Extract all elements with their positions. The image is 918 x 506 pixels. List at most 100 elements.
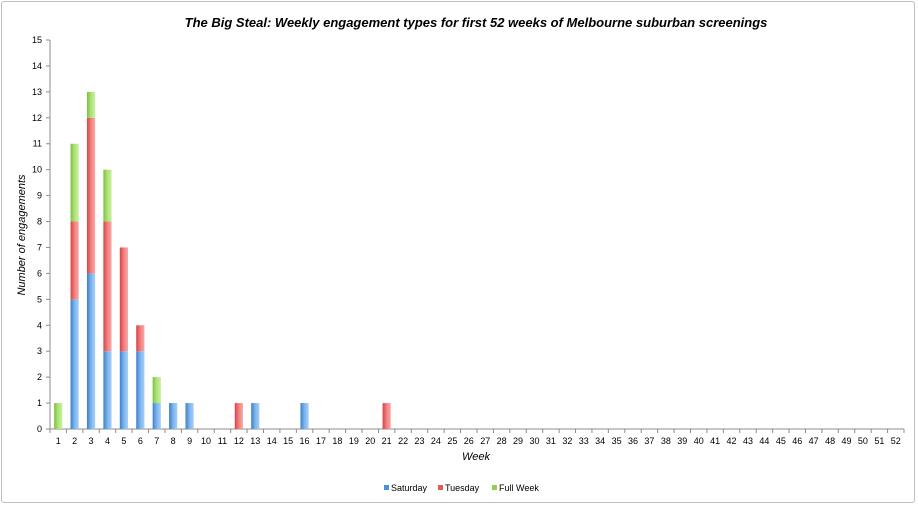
x-tick-label: 16 [300, 436, 310, 446]
x-tick-label: 15 [283, 436, 293, 446]
bar-tuesday-week-5 [119, 247, 129, 352]
x-tick-label: 10 [201, 436, 211, 446]
bar-saturday-week-6 [136, 351, 145, 429]
x-tick-label: 39 [677, 436, 687, 446]
y-axis-title: Number of engagements [16, 174, 28, 296]
y-tick-label: 6 [37, 268, 42, 278]
legend: Saturday Tuesday Full Week [384, 483, 539, 493]
x-tick-label: 8 [171, 436, 176, 446]
bar-tuesday-week-21 [382, 403, 391, 429]
y-tick-label: 9 [37, 191, 42, 201]
x-tick-label: 24 [431, 436, 441, 446]
x-tick-label: 1 [56, 436, 61, 446]
y-tick-label: 5 [37, 294, 42, 304]
y-tick-label: 2 [37, 372, 42, 382]
legend-swatch-tuesday [438, 485, 443, 490]
x-tick-label: 33 [579, 436, 589, 446]
x-tick-label: 31 [546, 436, 556, 446]
bar-full-week-week-4 [103, 169, 112, 222]
x-tick-label: 19 [349, 436, 359, 446]
bar-saturday-week-7 [152, 403, 161, 429]
bar-saturday-week-2 [70, 299, 79, 429]
x-tick-label: 5 [121, 436, 126, 446]
y-tick-label: 10 [32, 165, 42, 175]
y-tick-label: 12 [32, 113, 42, 123]
y-tick-label: 13 [32, 87, 42, 97]
chart-title: The Big Steal: Weekly engagement types f… [185, 15, 768, 30]
x-tick-label: 4 [105, 436, 110, 446]
y-tick-label: 0 [37, 424, 42, 434]
bar-full-week-week-3 [86, 91, 96, 118]
x-tick-label: 41 [710, 436, 720, 446]
x-tick-label: 13 [250, 436, 260, 446]
y-tick-label: 8 [37, 217, 42, 227]
x-tick-label: 12 [234, 436, 244, 446]
x-tick-label: 7 [154, 436, 159, 446]
x-tick-label: 34 [595, 436, 605, 446]
x-tick-label: 38 [661, 436, 671, 446]
x-tick-label: 51 [874, 436, 884, 446]
x-tick-label: 9 [187, 436, 192, 446]
bar-tuesday-week-12 [234, 403, 243, 429]
bar-saturday-week-4 [103, 351, 112, 429]
x-tick-label: 49 [842, 436, 852, 446]
bar-saturday-week-3 [86, 273, 96, 429]
x-tick-label: 32 [562, 436, 572, 446]
x-tick-label: 35 [612, 436, 622, 446]
x-tick-label: 23 [415, 436, 425, 446]
bar-saturday-week-16 [300, 403, 309, 429]
x-tick-label: 25 [447, 436, 457, 446]
y-tick-label: 15 [32, 35, 42, 45]
y-tick-label: 14 [32, 61, 42, 71]
x-tick-label: 46 [792, 436, 802, 446]
legend-swatch-full-week [492, 485, 497, 490]
x-axis-title: Week [462, 451, 490, 463]
x-tick-label: 26 [464, 436, 474, 446]
legend-label-saturday: Saturday [391, 483, 428, 493]
x-tick-label: 40 [694, 436, 704, 446]
x-tick-label: 22 [398, 436, 408, 446]
legend-swatch-saturday [384, 485, 389, 490]
bar-tuesday-week-2 [70, 221, 79, 300]
y-tick-label: 7 [37, 242, 42, 252]
x-tick-label: 27 [480, 436, 490, 446]
x-tick-label: 36 [628, 436, 638, 446]
y-tick-label: 3 [37, 346, 42, 356]
bar-tuesday-week-3 [86, 117, 96, 274]
x-tick-label: 28 [497, 436, 507, 446]
x-tick-label: 20 [365, 436, 375, 446]
bar-tuesday-week-4 [103, 221, 112, 352]
bar-saturday-week-9 [185, 403, 194, 429]
bar-full-week-week-7 [152, 377, 161, 404]
x-tick-label: 6 [138, 436, 143, 446]
x-tick-label: 42 [727, 436, 737, 446]
x-tick-label: 18 [332, 436, 342, 446]
x-tick-label: 48 [825, 436, 835, 446]
x-tick-label: 52 [891, 436, 901, 446]
y-tick-label: 4 [37, 320, 42, 330]
bar-full-week-week-1 [54, 403, 63, 429]
x-tick-label: 45 [776, 436, 786, 446]
legend-label-full-week: Full Week [499, 483, 539, 493]
x-tick-label: 3 [89, 436, 94, 446]
bar-saturday-week-8 [169, 403, 178, 429]
x-tick-label: 11 [218, 436, 227, 446]
y-tick-label: 11 [33, 139, 42, 149]
x-tick-label: 50 [858, 436, 868, 446]
x-tick-label: 44 [759, 436, 769, 446]
x-tick-label: 21 [382, 436, 392, 446]
x-tick-label: 17 [316, 436, 326, 446]
legend-label-tuesday: Tuesday [445, 483, 480, 493]
x-tick-label: 2 [72, 436, 77, 446]
y-tick-label: 1 [37, 398, 42, 408]
bar-tuesday-week-6 [136, 325, 145, 352]
bar-full-week-week-2 [70, 143, 79, 222]
x-tick-label: 14 [267, 436, 277, 446]
x-tick-label: 37 [644, 436, 654, 446]
x-tick-label: 30 [529, 436, 539, 446]
x-tick-label: 43 [743, 436, 753, 446]
x-tick-label: 29 [513, 436, 523, 446]
bar-saturday-week-13 [251, 403, 260, 429]
